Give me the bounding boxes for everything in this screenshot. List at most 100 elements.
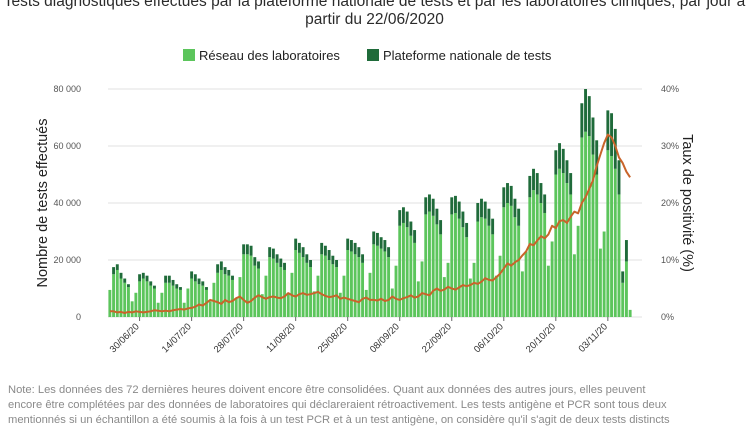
bar-plateforme: [205, 287, 208, 290]
bar-laboratoires: [279, 267, 283, 317]
bar-laboratoires: [141, 278, 145, 317]
bar-laboratoires: [364, 289, 368, 317]
bar-laboratoires: [193, 281, 197, 317]
bar-plateforme: [401, 207, 405, 223]
bar-plateforme: [216, 264, 220, 273]
bar-laboratoires: [368, 272, 372, 317]
bar-plateforme: [405, 211, 409, 228]
bar-plateforme: [253, 257, 257, 266]
bar-laboratoires: [580, 137, 584, 317]
x-tick-label: 20/10/20: [524, 321, 558, 355]
bar-laboratoires: [253, 265, 257, 317]
bar-plateforme: [227, 269, 231, 276]
bar-plateforme: [398, 210, 402, 226]
x-tick-label: 11/08/20: [264, 321, 297, 354]
bar-plateforme: [145, 275, 149, 282]
bar-laboratoires: [264, 275, 268, 317]
bar-plateforme: [543, 194, 547, 213]
bar-plateforme: [357, 247, 361, 258]
bar-laboratoires: [201, 285, 205, 317]
bar-plateforme: [271, 248, 275, 259]
bar-laboratoires: [108, 289, 112, 317]
bar-laboratoires: [617, 194, 621, 317]
legend: Réseau des laboratoires Plateforme natio…: [183, 48, 552, 63]
bar-plateforme: [297, 242, 301, 253]
bar-laboratoires: [268, 257, 272, 317]
bar-laboratoires: [260, 294, 264, 317]
bar-plateforme: [624, 240, 628, 262]
bar-laboratoires: [379, 248, 383, 317]
bar-laboratoires: [316, 275, 320, 317]
bar-plateforme: [309, 260, 312, 268]
bar-laboratoires: [428, 211, 431, 317]
bar-laboratoires: [349, 251, 353, 317]
bar-plateforme: [119, 272, 123, 279]
bar-laboratoires: [305, 262, 309, 317]
bar-plateforme: [413, 230, 417, 243]
bar-plateforme: [361, 254, 365, 263]
bar-plateforme: [457, 201, 461, 219]
bar-laboratoires: [509, 205, 513, 317]
y2-tick-label: 0%: [661, 312, 674, 322]
bar-laboratoires: [572, 254, 576, 317]
bar-laboratoires: [546, 265, 550, 317]
bar-plateforme: [164, 275, 168, 283]
bar-laboratoires: [149, 285, 153, 317]
y-axis-ticks: 0 20 000 40 000 60 000 80 000: [53, 84, 81, 322]
bar-laboratoires: [420, 261, 424, 317]
bar-laboratoires: [480, 217, 483, 317]
bar-laboratoires: [164, 282, 168, 317]
bar-plateforme: [561, 148, 565, 174]
bar-laboratoires: [231, 279, 234, 317]
bar-laboratoires: [457, 218, 461, 317]
bar-plateforme: [424, 197, 428, 215]
bar-plateforme: [606, 110, 610, 151]
bar-plateforme: [320, 242, 324, 255]
bar-plateforme: [483, 201, 487, 219]
bar-plateforme: [535, 173, 539, 195]
bar-laboratoires: [431, 215, 435, 317]
legend-swatch-plateforme: [367, 49, 379, 61]
bar-plateforme: [487, 208, 491, 226]
bar-plateforme: [153, 285, 156, 289]
bar-laboratoires: [606, 150, 610, 317]
bar-plateforme: [528, 175, 532, 198]
bar-plateforme: [197, 278, 201, 285]
bar-laboratoires: [483, 218, 487, 317]
bar-laboratoires: [394, 265, 398, 317]
bar-laboratoires: [491, 234, 495, 317]
bar-plateforme: [387, 247, 391, 258]
bar-plateforme: [353, 242, 357, 255]
bar-laboratoires: [409, 235, 413, 317]
bar-laboratoires: [628, 309, 632, 317]
y-tick-label: 0: [76, 312, 81, 322]
bar-plateforme: [491, 218, 495, 235]
bar-plateforme: [587, 96, 591, 137]
positivity-line-path: [109, 133, 631, 314]
x-tick-label: 28/07/20: [212, 321, 246, 355]
bar-laboratoires: [331, 264, 335, 317]
bar-laboratoires: [320, 254, 324, 317]
bar-plateforme: [301, 247, 305, 258]
bar-plateforme: [335, 260, 339, 268]
bar-laboratoires: [179, 289, 182, 317]
bar-laboratoires: [624, 261, 628, 317]
bar-plateforme: [231, 275, 234, 280]
bar-laboratoires: [494, 275, 498, 317]
bar-laboratoires: [528, 197, 532, 317]
bar-plateforme: [554, 150, 558, 175]
bar-laboratoires: [309, 267, 312, 317]
bar-plateforme: [532, 168, 535, 191]
bar-laboratoires: [587, 136, 591, 317]
bar-laboratoires: [138, 281, 142, 317]
bar-plateforme: [179, 287, 182, 290]
bar-laboratoires: [271, 258, 275, 317]
bar-plateforme: [435, 208, 439, 225]
positivity-line: [109, 133, 631, 314]
bar-plateforme: [123, 278, 127, 283]
bars: [108, 89, 632, 317]
bar-laboratoires: [190, 278, 194, 317]
bar-laboratoires: [153, 288, 156, 317]
bar-laboratoires: [550, 241, 554, 317]
bar-laboratoires: [219, 269, 223, 317]
